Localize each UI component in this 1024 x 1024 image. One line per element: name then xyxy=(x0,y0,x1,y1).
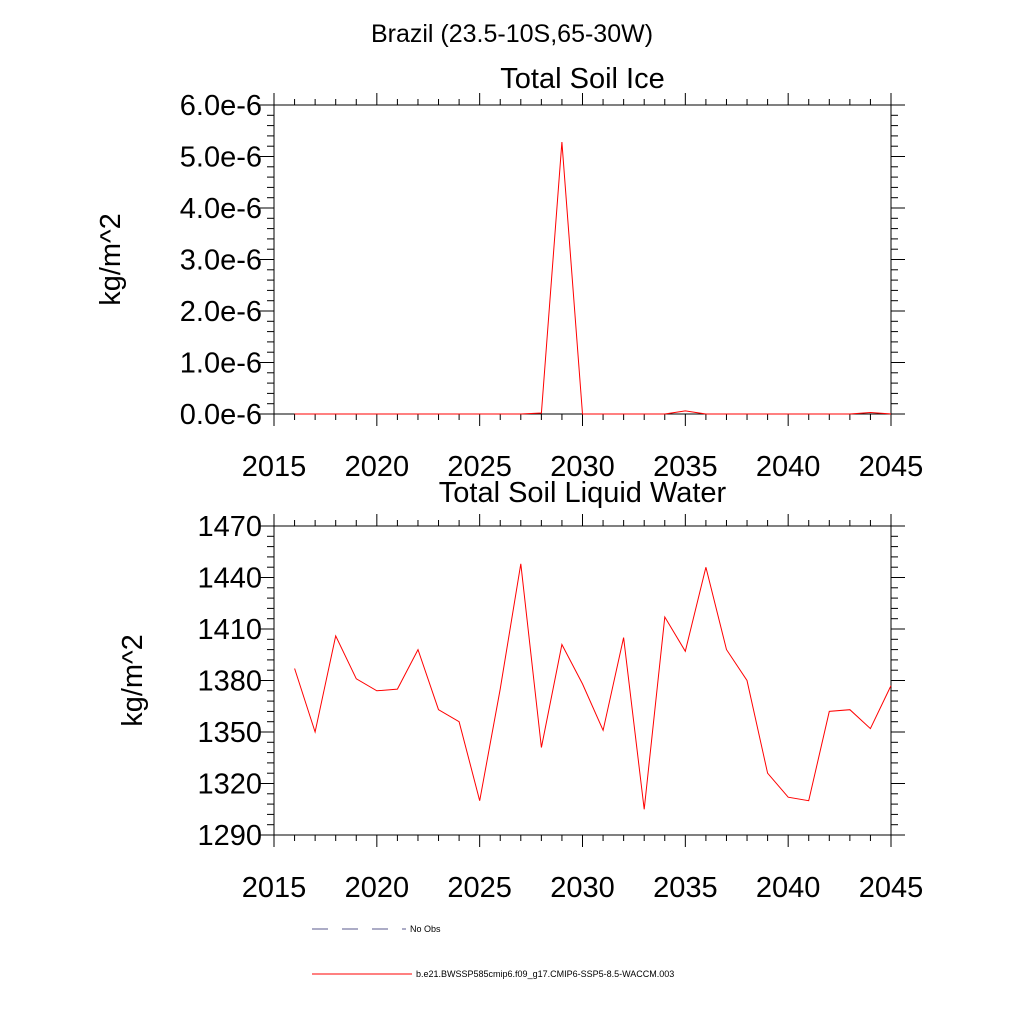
plot-frame xyxy=(273,525,892,836)
x-tick-label: 2030 xyxy=(550,451,615,483)
x-tick-label: 2035 xyxy=(653,451,718,483)
x-tick-label: 2030 xyxy=(550,872,615,904)
x-tick-label: 2035 xyxy=(653,872,718,904)
panel-title: Total Soil Ice xyxy=(500,63,664,95)
y-tick-label: 0.0e-6 xyxy=(180,399,262,431)
plot-frame xyxy=(273,104,892,415)
y-tick-label: 1380 xyxy=(197,666,262,698)
y-tick-label: 1.0e-6 xyxy=(180,348,262,380)
panel-total-soil-ice: Total Soil Ice 2015 2020 2025 2030 2035 2040 20… xyxy=(95,63,923,483)
panel-title: Total Soil Liquid Water xyxy=(439,477,727,509)
y-tick-label: 2.0e-6 xyxy=(180,296,262,328)
y-axis-label: kg/m^2 xyxy=(95,213,127,306)
x-tick-label: 2015 xyxy=(242,451,307,483)
y-tick-label: 3.0e-6 xyxy=(180,245,262,277)
legend-label-model: b.e21.BWSSP585cmip6.f09_g17.CMIP6-SSP5-8… xyxy=(416,969,674,979)
x-tick-label: 2045 xyxy=(859,451,924,483)
y-tick-label: 1350 xyxy=(197,717,262,749)
series-line-model xyxy=(294,563,892,810)
figure-title: Brazil (23.5-10S,65-30W) xyxy=(371,20,653,48)
x-tick-label: 2025 xyxy=(447,872,512,904)
y-tick-label: 1290 xyxy=(197,820,262,852)
y-tick-label: 1440 xyxy=(197,563,262,595)
x-tick-label: 2045 xyxy=(859,872,924,904)
y-axis-label: kg/m^2 xyxy=(117,634,149,727)
y-tick-label: 4.0e-6 xyxy=(180,193,262,225)
series-line-model xyxy=(294,142,892,415)
x-tick-label: 2020 xyxy=(345,451,410,483)
y-tick-label: 1320 xyxy=(197,769,262,801)
panel-total-soil-liquid-water: Total Soil Liquid Water 2015 2020 2025 2030 2… xyxy=(117,477,923,904)
legend-label-obs: No Obs xyxy=(410,924,441,934)
y-tick-label: 6.0e-6 xyxy=(180,90,262,122)
legend: No Obs b.e21.BWSSP585cmip6.f09_g17.CMIP6… xyxy=(312,924,674,979)
x-tick-label: 2020 xyxy=(345,872,410,904)
y-tick-label: 1410 xyxy=(197,614,262,646)
x-tick-label: 2040 xyxy=(756,872,821,904)
x-tick-label: 2040 xyxy=(756,451,821,483)
x-tick-label: 2015 xyxy=(242,872,307,904)
y-tick-label: 1470 xyxy=(197,511,262,543)
x-tick-label: 2025 xyxy=(447,451,512,483)
y-tick-label: 5.0e-6 xyxy=(180,142,262,174)
